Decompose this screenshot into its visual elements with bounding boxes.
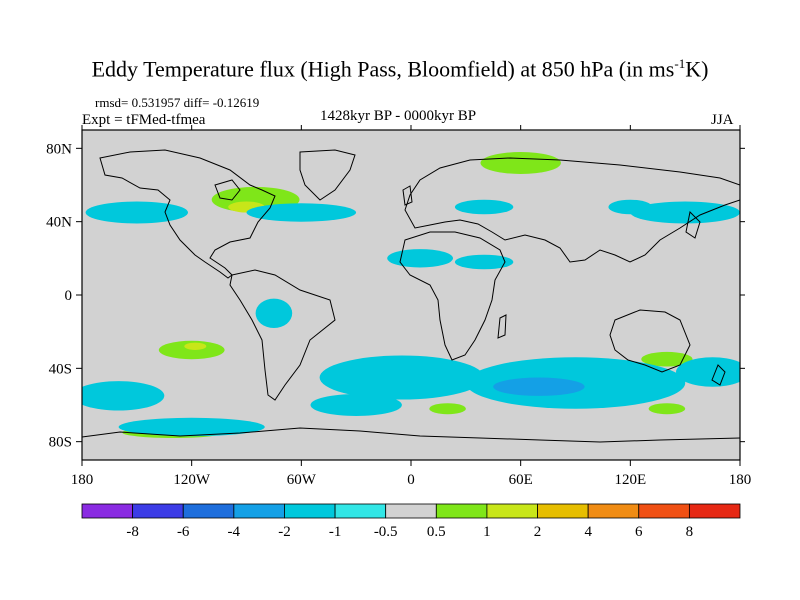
chart-title: Eddy Temperature flux (High Pass, Bloomf…: [0, 56, 800, 82]
period-label: 1428kyr BP - 0000kyr BP: [320, 108, 477, 124]
anomaly-patch-8: [158, 340, 225, 360]
y-tick-label-3: 40S: [49, 361, 72, 377]
anomaly-patch-1: [330, 190, 382, 209]
anomaly-patch-17: [630, 201, 740, 224]
coastline-south-america: [229, 269, 336, 401]
y-tick-label-2: 0: [65, 288, 73, 304]
anomaly-patch-2: [398, 203, 442, 222]
anomaly-patch-28: [118, 417, 265, 437]
anomaly-patch-14: [85, 201, 188, 224]
season-label: JJA: [711, 112, 734, 128]
colorbar-label-4: -1: [329, 524, 342, 540]
anomaly-patch-23: [319, 355, 485, 400]
anomaly-patch-11: [429, 403, 466, 415]
anomaly-patch-24: [310, 394, 402, 416]
anomaly-patch-16: [454, 199, 514, 215]
experiment-label: Expt = tFMed-tfmea: [82, 112, 206, 128]
anomaly-patch-26: [676, 357, 740, 387]
title-main: Eddy Temperature flux (High Pass, Bloomf…: [91, 56, 675, 82]
coastline-north-america: [99, 149, 276, 279]
coastline-hudson-bay: [214, 179, 241, 201]
colorbar-swatch-10: [587, 503, 640, 519]
colorbar-label-5: -0.5: [374, 524, 398, 540]
coastline-africa: [399, 231, 506, 361]
title-end: K): [685, 56, 709, 82]
x-tick-label-6: 180: [729, 472, 752, 488]
anomaly-patch-15: [246, 203, 357, 222]
y-tick-label-1: 40N: [46, 215, 72, 231]
colorbar-swatch-11: [638, 503, 690, 519]
anomaly-patch-21: [255, 298, 293, 328]
colorbar-swatch-12: [688, 503, 741, 519]
coastline-new-zealand: [711, 364, 726, 386]
anomaly-patch-20: [454, 254, 514, 270]
x-tick-label-1: 120W: [173, 472, 211, 488]
colorbar-label-8: 2: [534, 524, 542, 540]
coastline-greenland: [299, 149, 356, 201]
colorbar-swatch-1: [132, 503, 184, 519]
coastline-uk: [402, 185, 413, 206]
x-tick-label-0: 180: [71, 472, 94, 488]
anomaly-patch-6: [480, 152, 561, 174]
anomaly-patch-4: [82, 166, 119, 185]
colorbar-swatch-9: [537, 503, 589, 519]
anomaly-patch-27: [82, 381, 165, 411]
anomaly-patch-19: [387, 249, 453, 268]
colorbar-swatch-5: [334, 503, 387, 519]
x-tick-label-3: 0: [407, 472, 415, 488]
rmsd-label: rmsd= 0.531957 diff= -0.12619: [95, 95, 260, 110]
colorbar-swatch-0: [81, 503, 134, 519]
colorbar-label-1: -6: [177, 524, 190, 540]
colorbar-label-7: 1: [483, 524, 491, 540]
colorbar-swatch-7: [435, 503, 488, 519]
colorbar-swatch-4: [284, 503, 336, 519]
y-tick-label-0: 80N: [46, 141, 72, 157]
coastline-madagascar: [497, 314, 507, 339]
coastline-japan: [685, 210, 701, 239]
colorbar-label-0: -8: [126, 524, 139, 540]
colorbar-swatch-2: [182, 503, 235, 519]
coastline-eurasia: [404, 157, 740, 263]
colorbar-label-11: 8: [686, 524, 694, 540]
anomaly-patch-12: [648, 403, 686, 415]
coastline-antarctica: [82, 427, 740, 443]
x-tick-label-2: 60W: [287, 472, 317, 488]
colorbar-label-3: -2: [278, 524, 291, 540]
coastline-australia: [609, 309, 691, 373]
colorbar-label-10: 6: [635, 524, 643, 540]
anomaly-patch-22: [184, 342, 207, 350]
colorbar-label-2: -4: [228, 524, 241, 540]
x-tick-label-4: 60E: [509, 472, 533, 488]
anomaly-patch-29: [493, 377, 585, 396]
colorbar-swatch-6: [385, 503, 437, 519]
anomaly-patch-9: [641, 351, 693, 367]
colorbar-swatch-3: [233, 503, 285, 519]
y-tick-label-4: 80S: [49, 435, 72, 451]
x-tick-label-5: 120E: [614, 472, 646, 488]
colorbar-label-9: 4: [584, 524, 592, 540]
colorbar-swatch-8: [486, 503, 538, 519]
anomaly-patch-18: [608, 199, 653, 215]
anomaly-patch-3: [624, 177, 691, 200]
title-superscript: -1: [674, 56, 686, 71]
colorbar-label-6: 0.5: [427, 524, 446, 540]
